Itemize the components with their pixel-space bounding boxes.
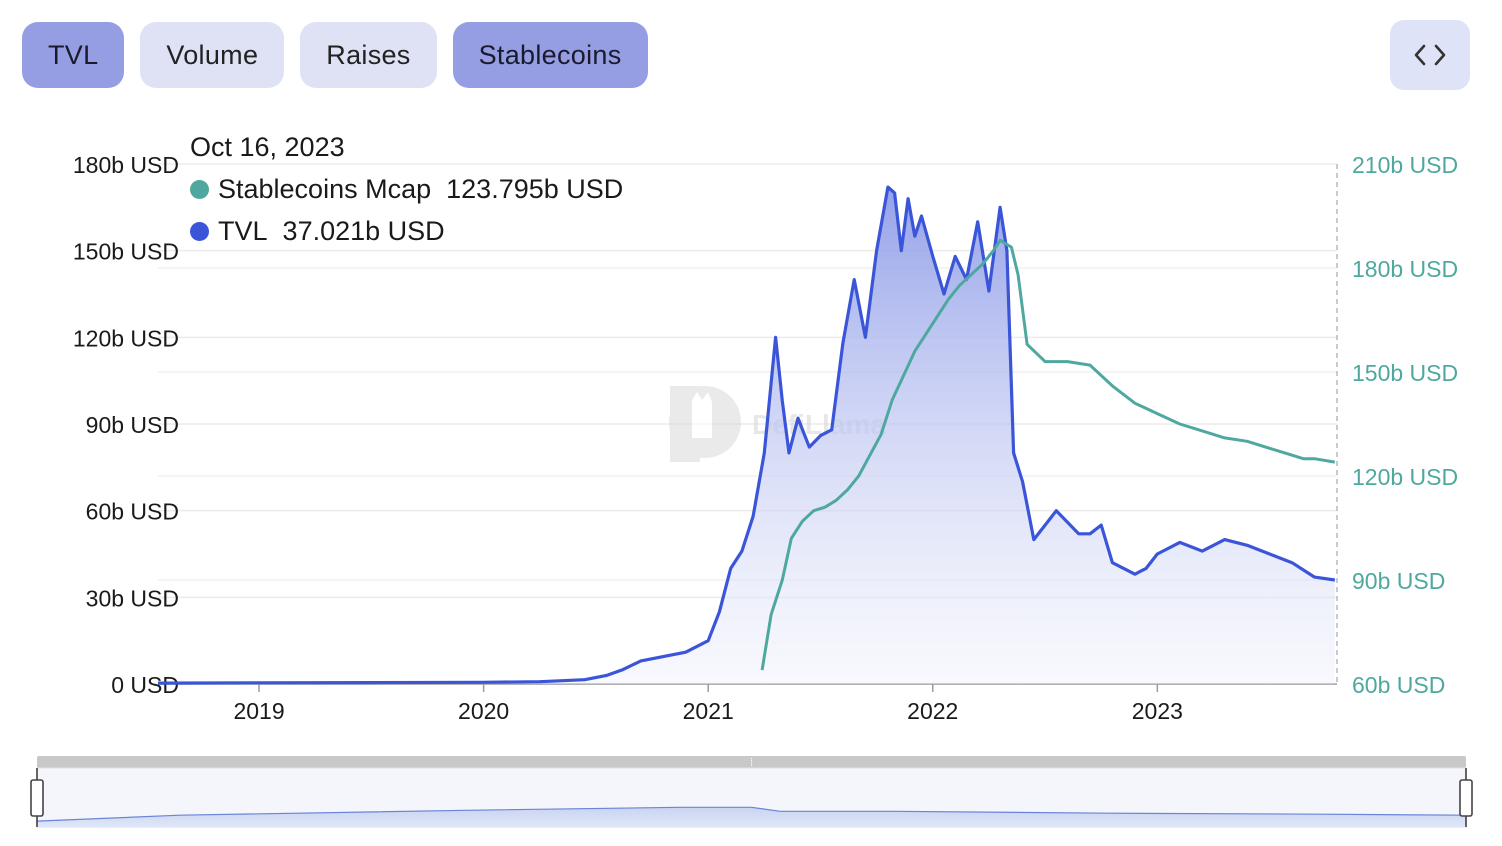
zoom-overview-line <box>36 806 1467 822</box>
tvl-line <box>157 185 1336 685</box>
chart-tab-group: TVL Volume Raises Stablecoins <box>22 22 648 88</box>
series-layer <box>157 185 1336 685</box>
y-right-tick-label: 120b USD <box>1352 464 1458 490</box>
x-tick-label: 2022 <box>907 698 958 724</box>
tvl-legend-dot <box>190 221 209 241</box>
y-left-tick-label: 150b USD <box>73 239 179 265</box>
tab-raises[interactable]: Raises <box>300 22 437 88</box>
x-axis: 2019 2020 2021 2022 2023 <box>233 684 1183 724</box>
tooltip-tvl-value: 37.021b USD <box>282 216 445 246</box>
tooltip-date: Oct 16, 2023 <box>190 132 345 162</box>
y-left-tick-label: 60b USD <box>86 499 179 525</box>
y-right-tick-label: 60b USD <box>1352 672 1445 698</box>
stablecoins-mcap-line <box>760 238 1336 671</box>
stablecoins-legend-dot <box>190 179 209 199</box>
y-left-tick-label: 120b USD <box>73 325 179 351</box>
tab-volume[interactable]: Volume <box>140 22 285 88</box>
y-axis-left: 0 USD 30b USD 60b USD 90b USD 120b USD 150b U… <box>73 152 179 698</box>
zoom-overview-area <box>37 807 1466 827</box>
y-left-tick-label: 0 USD <box>111 672 179 698</box>
code-icon <box>1414 44 1446 66</box>
y-left-tick-label: 90b USD <box>86 412 179 438</box>
y-left-tick-label: 30b USD <box>86 585 179 611</box>
y-right-tick-label: 150b USD <box>1352 360 1458 386</box>
tab-stablecoins[interactable]: Stablecoins <box>452 22 648 88</box>
tvl-area <box>158 187 1335 684</box>
zoom-handle-right <box>1459 779 1473 817</box>
x-tick-label: 2021 <box>683 698 734 724</box>
tooltip-tvl-label: TVL <box>218 216 268 246</box>
y-left-tick-label: 180b USD <box>73 152 179 178</box>
x-tick-label: 2020 <box>458 698 509 724</box>
x-tick-label: 2023 <box>1132 698 1183 724</box>
zoom-track-bar <box>37 756 1466 768</box>
tooltip-row-stablecoins: Stablecoins Mcap 123.795b USD <box>190 168 623 210</box>
zoom-slider[interactable]: ⁞ <box>30 756 1473 828</box>
y-right-tick-label: 210b USD <box>1352 152 1458 178</box>
y-axis-right: 60b USD 90b USD 120b USD 150b USD 180b USD 21… <box>1352 152 1458 698</box>
tooltip-row-tvl: TVL 37.021b USD <box>190 210 623 252</box>
y-right-tick-label: 90b USD <box>1352 568 1445 594</box>
chart-tooltip: Oct 16, 2023 Stablecoins Mcap 123.795b U… <box>190 126 623 252</box>
tab-tvl[interactable]: TVL <box>22 22 125 88</box>
embed-code-button[interactable] <box>1390 20 1470 90</box>
x-tick-label: 2019 <box>233 698 284 724</box>
tooltip-stablecoins-label: Stablecoins Mcap <box>218 174 432 204</box>
y-right-tick-label: 180b USD <box>1352 256 1458 282</box>
zoom-handle-left <box>30 779 44 817</box>
zoom-grip: ⁞ <box>750 757 753 769</box>
tooltip-stablecoins-value: 123.795b USD <box>446 174 624 204</box>
